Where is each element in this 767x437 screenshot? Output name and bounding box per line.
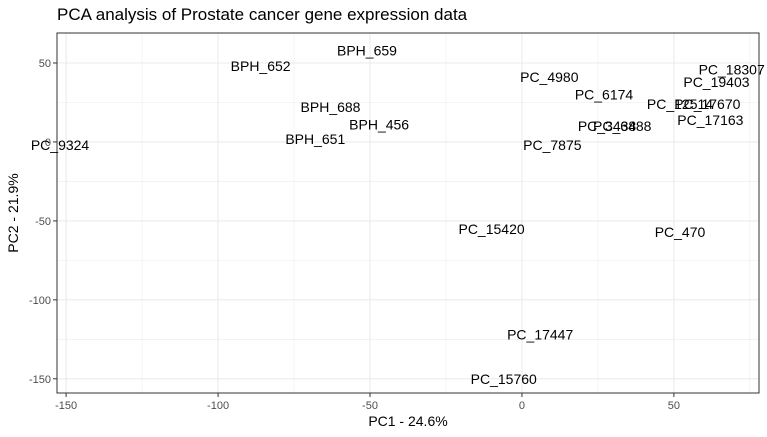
point-label: PC_6174 xyxy=(575,87,634,103)
chart-title: PCA analysis of Prostate cancer gene exp… xyxy=(57,5,468,24)
point-label: PC_4980 xyxy=(520,69,579,85)
point-label: PC_18307 xyxy=(699,61,765,77)
y-tick-label: -100 xyxy=(29,295,51,307)
point-label: PC_17163 xyxy=(677,112,743,128)
grid xyxy=(57,33,759,393)
y-tick-label: 50 xyxy=(39,58,51,70)
point-label: PC_19403 xyxy=(683,74,749,90)
point-label: BPH_688 xyxy=(301,99,361,115)
x-tick-label: -100 xyxy=(207,400,229,412)
y-tick-label: 0 xyxy=(45,137,51,149)
point-label: PC_17447 xyxy=(507,327,573,343)
point-label: PC_3438 xyxy=(578,118,637,134)
y-tick-label: -50 xyxy=(35,216,51,228)
point-label: PC_17670 xyxy=(674,96,740,112)
point-label: PC_15420 xyxy=(458,221,524,237)
plot-panel-border xyxy=(56,32,760,394)
point-label: PC_9324 xyxy=(31,137,90,153)
y-axis-label: PC2 - 21.9% xyxy=(5,173,21,252)
point-label: BPH_652 xyxy=(231,58,291,74)
point-label: BPH_456 xyxy=(349,117,409,133)
x-tick-label: 0 xyxy=(519,400,525,412)
axis-ticks: -150 -100 -50 0 50 -150 -100 -50 0 50 xyxy=(29,58,680,412)
point-label: PC_12514 xyxy=(647,96,713,112)
point-label: PC_15760 xyxy=(471,371,537,387)
x-tick-label: -50 xyxy=(362,400,378,412)
point-label: BPH_659 xyxy=(337,42,397,58)
x-tick-label: 50 xyxy=(668,400,680,412)
y-tick-label: -150 xyxy=(29,374,51,386)
x-tick-label: -150 xyxy=(55,400,77,412)
x-axis-label: PC1 - 24.6% xyxy=(368,413,447,429)
point-label: PC_6488 xyxy=(593,118,652,134)
point-label: PC_7875 xyxy=(523,137,582,153)
point-label: PC_470 xyxy=(655,224,706,240)
point-label: BPH_651 xyxy=(285,131,345,147)
